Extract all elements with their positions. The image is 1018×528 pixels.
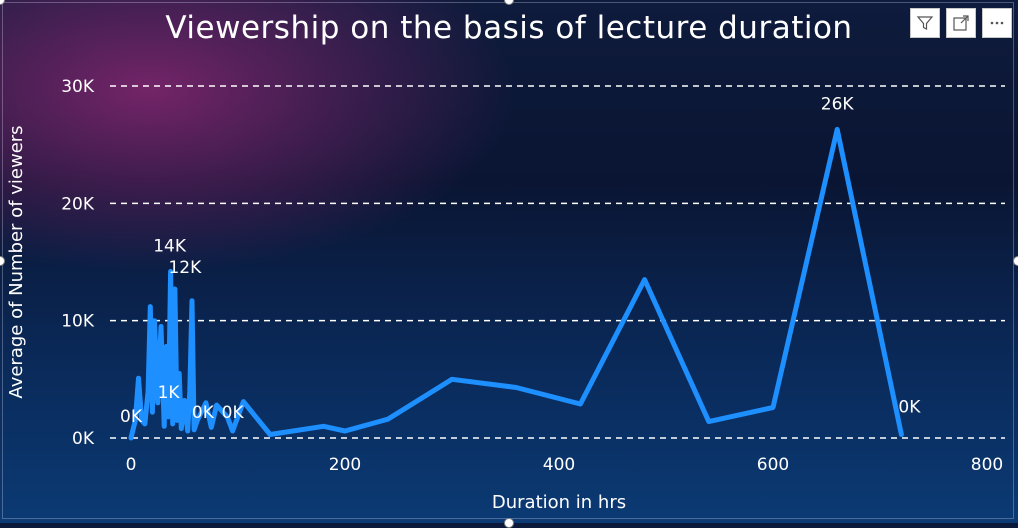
data-point[interactable]	[182, 397, 188, 403]
data-point[interactable]	[770, 404, 776, 410]
focus-mode-icon	[953, 15, 969, 31]
data-point[interactable]	[142, 421, 148, 427]
data-point[interactable]	[642, 277, 648, 283]
data-label: 0K	[898, 397, 921, 417]
x-tick-label: 600	[757, 455, 789, 475]
data-point[interactable]	[342, 428, 348, 434]
gridlines	[110, 85, 1005, 439]
data-point[interactable]	[163, 343, 169, 349]
y-tick-label: 0K	[72, 429, 95, 449]
data-point[interactable]	[513, 385, 519, 391]
y-axis-title: Average of Number of viewers	[6, 125, 27, 398]
x-tick-label: 800	[971, 455, 1003, 475]
axes: 0K 10K 20K 30K 0 200 400 600 800 Duration in hrs A…	[6, 77, 1003, 513]
data-point[interactable]	[172, 286, 178, 292]
data-point[interactable]	[165, 414, 171, 420]
filter-icon	[916, 16, 934, 30]
data-point[interactable]	[178, 426, 184, 432]
data-point[interactable]	[898, 431, 904, 437]
data-point[interactable]	[321, 423, 327, 429]
x-tick-label: 400	[543, 455, 575, 475]
data-label: 0K	[120, 407, 143, 427]
filter-button[interactable]	[910, 8, 940, 38]
data-point[interactable]	[185, 428, 191, 434]
data-point[interactable]	[385, 416, 391, 422]
data-label: 0K	[222, 403, 245, 423]
y-tick-label: 30K	[61, 77, 95, 97]
x-tick-label: 0	[126, 455, 137, 475]
data-point[interactable]	[149, 409, 155, 415]
focus-mode-button[interactable]	[946, 8, 976, 38]
x-axis-title: Duration in hrs	[492, 492, 626, 513]
x-tick-label: 200	[329, 455, 361, 475]
data-point[interactable]	[174, 417, 180, 423]
data-point[interactable]	[147, 304, 153, 310]
series[interactable]	[128, 126, 904, 441]
resize-handle-right[interactable]	[1013, 256, 1018, 266]
data-point[interactable]	[158, 324, 164, 330]
data-point[interactable]	[577, 401, 583, 407]
data-point[interactable]	[135, 375, 141, 381]
data-label: 14K	[153, 236, 187, 256]
chart-title: Viewership on the basis of lecture durat…	[165, 10, 853, 46]
data-label: 0K	[192, 403, 215, 423]
data-point[interactable]	[152, 318, 158, 324]
y-tick-label: 10K	[61, 312, 95, 332]
data-point[interactable]	[176, 370, 182, 376]
y-tick-label: 20K	[61, 194, 95, 214]
visual-header-toolbar	[910, 8, 1012, 38]
more-options-icon	[990, 21, 1004, 25]
data-point[interactable]	[449, 376, 455, 382]
data-point[interactable]	[191, 427, 197, 433]
data-point[interactable]	[208, 424, 214, 430]
data-point[interactable]	[128, 435, 134, 441]
data-point[interactable]	[230, 428, 236, 434]
data-point[interactable]	[267, 431, 273, 437]
data-label: 26K	[821, 94, 855, 114]
data-point[interactable]	[834, 126, 840, 132]
data-point[interactable]	[706, 419, 712, 425]
data-point[interactable]	[187, 388, 193, 394]
more-options-button[interactable]	[982, 8, 1012, 38]
data-label: 12K	[168, 258, 202, 278]
series-line[interactable]	[128, 126, 904, 441]
data-label: 1K	[158, 383, 181, 403]
data-point[interactable]	[189, 298, 195, 304]
data-point[interactable]	[214, 402, 220, 408]
data-point[interactable]	[145, 388, 151, 394]
data-point[interactable]	[161, 423, 167, 429]
